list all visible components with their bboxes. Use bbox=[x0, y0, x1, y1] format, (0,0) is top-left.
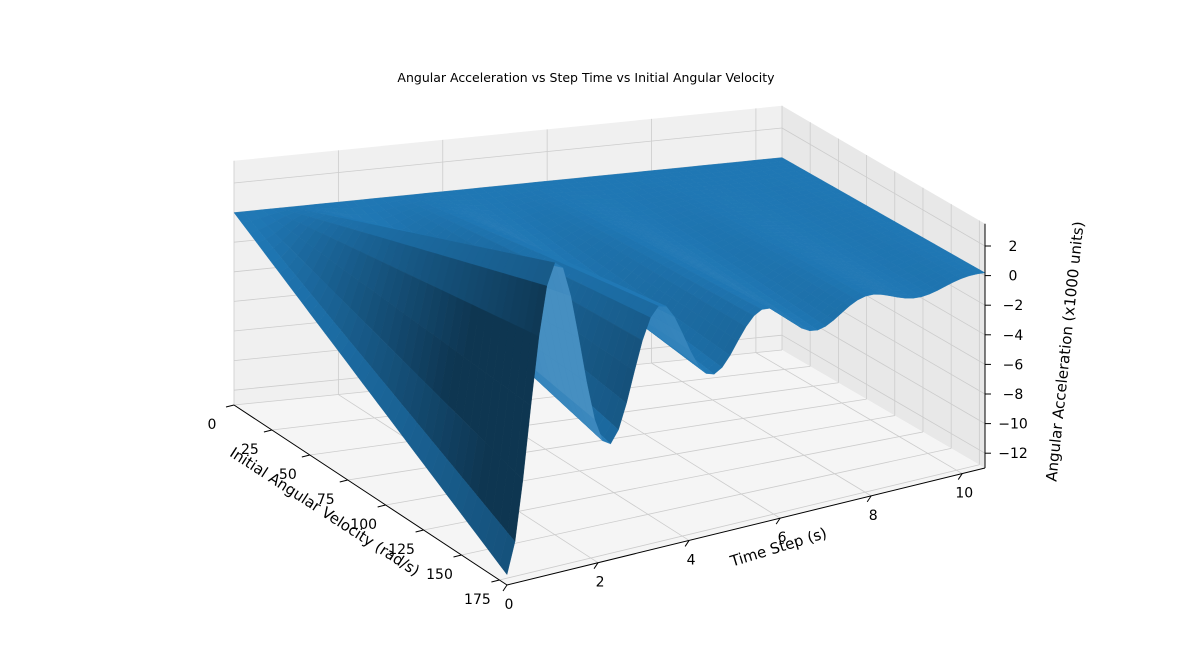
grid-line-z-back bbox=[233, 127, 783, 184]
z-tick-label: 0 bbox=[1009, 269, 1018, 285]
y-tick-mark bbox=[301, 454, 310, 458]
y-tick-label: 150 bbox=[426, 567, 453, 583]
grid-line-y-floor bbox=[309, 382, 839, 456]
y-tick-label: 75 bbox=[317, 492, 335, 508]
y-tick-label: 100 bbox=[350, 517, 377, 533]
x-axis-line bbox=[506, 467, 986, 586]
grid-line-y-floor bbox=[499, 464, 980, 581]
z-tick-label: −10 bbox=[998, 417, 1028, 433]
chart-title: Angular Acceleration vs Step Time vs Ini… bbox=[397, 70, 775, 85]
z-tick-label: −4 bbox=[1003, 328, 1024, 344]
z-axis-label: Angular Acceleration (x1000 units) bbox=[1042, 221, 1087, 483]
x-tick-label: 2 bbox=[596, 575, 605, 591]
y-tick-mark bbox=[415, 529, 424, 533]
z-tick-label: −12 bbox=[998, 446, 1028, 462]
y-tick-label: 125 bbox=[388, 542, 415, 558]
x-tick-mark bbox=[775, 517, 781, 525]
x-tick-mark bbox=[684, 540, 690, 547]
y-tick-mark bbox=[339, 479, 348, 483]
axis-lines bbox=[225, 223, 991, 592]
surface-mesh bbox=[233, 157, 986, 576]
z-tick-label: −6 bbox=[1003, 357, 1024, 373]
y-tick-label: 175 bbox=[464, 592, 491, 608]
grid-line-y-floor bbox=[461, 447, 952, 556]
x-tick-mark bbox=[593, 562, 599, 569]
y-tick-label: 50 bbox=[279, 467, 297, 483]
x-tick-mark bbox=[866, 495, 872, 503]
grid-line-y-floor bbox=[271, 365, 811, 431]
x-tick-mark bbox=[502, 584, 508, 592]
grid-line-z-side bbox=[781, 334, 986, 454]
x-tick-label: 0 bbox=[505, 597, 514, 613]
y-tick-label: 0 bbox=[208, 417, 217, 433]
z-tick-label: 2 bbox=[1009, 239, 1018, 255]
y-tick-mark bbox=[225, 404, 235, 408]
grid-line-z-side bbox=[781, 127, 986, 247]
z-tick-label: −2 bbox=[1003, 298, 1024, 314]
x-tick-label: 10 bbox=[955, 486, 973, 502]
x-tick-label: 6 bbox=[778, 530, 787, 546]
tick-labels: 02468100255075100125150175−12−10−8−6−4−2… bbox=[208, 239, 1028, 613]
x-tick-label: 4 bbox=[687, 552, 696, 568]
y-tick-mark bbox=[263, 429, 273, 433]
y-tick-mark bbox=[453, 554, 462, 558]
surface-face bbox=[499, 532, 516, 576]
z-tick-label: −8 bbox=[1003, 387, 1024, 403]
y-tick-label: 25 bbox=[241, 442, 259, 458]
x-tick-mark bbox=[957, 473, 963, 480]
y-tick-mark bbox=[491, 579, 500, 583]
y-tick-mark bbox=[377, 504, 386, 508]
x-tick-label: 8 bbox=[869, 508, 878, 524]
